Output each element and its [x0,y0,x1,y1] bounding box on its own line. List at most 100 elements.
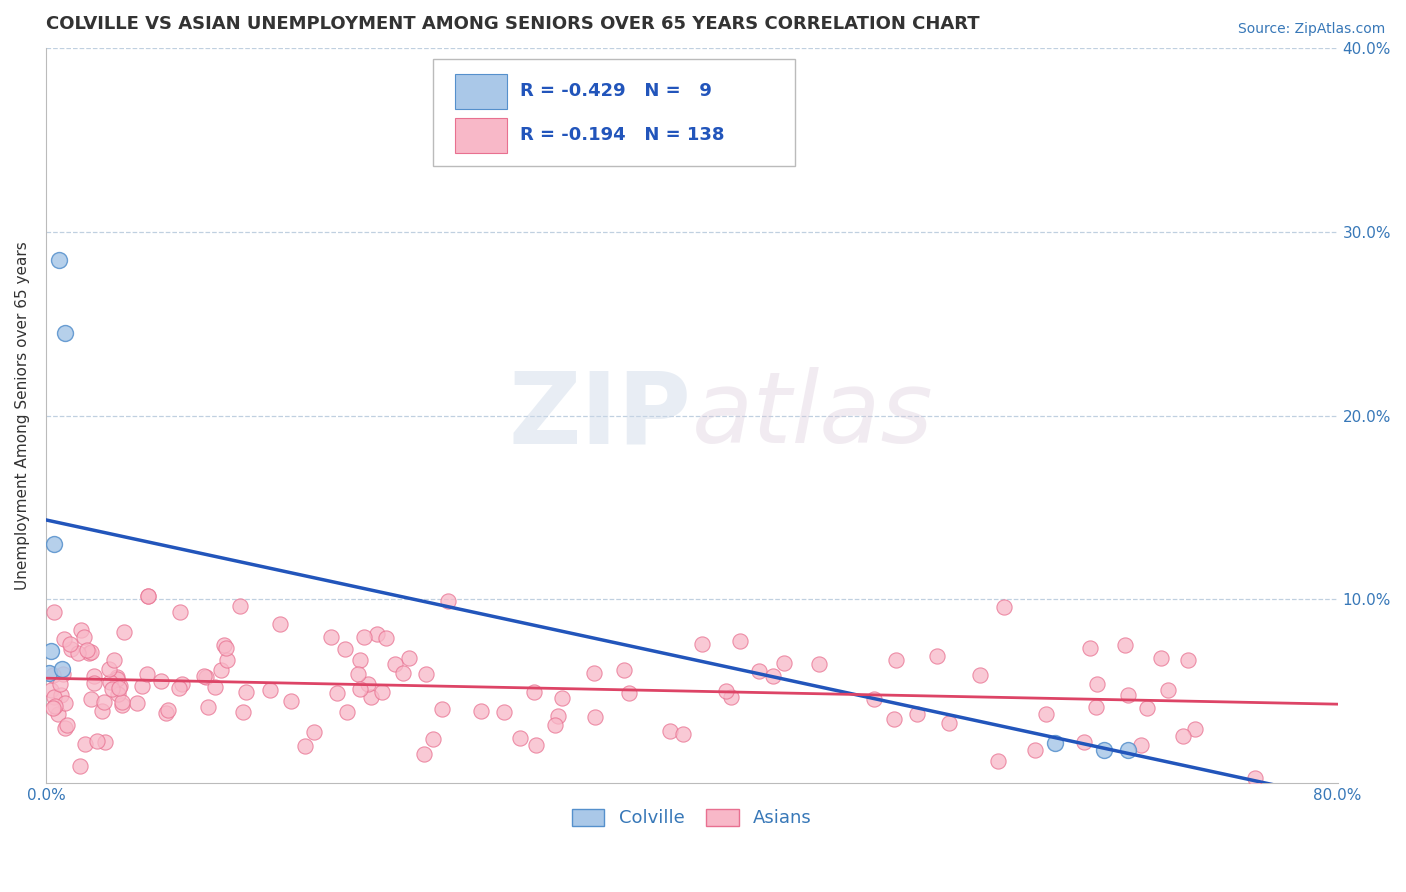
Point [52,667,75,681]
Point [349,681,371,696]
Point [1244,771,1267,785]
Bar [456,119,508,153]
Point [131,679,153,693]
Point [97,663,120,677]
Point [53,696,76,710]
Point [509,731,531,745]
Point [1136,701,1159,715]
Point [77,646,100,660]
Point [1043,736,1066,750]
Point [229,599,252,614]
Point [398,651,420,665]
Point [53,721,76,735]
Point [75,738,97,752]
Point [108,681,131,695]
Point [197,699,219,714]
Point [927,648,949,663]
Point [551,690,574,705]
Point [492,705,515,719]
Point [80,692,103,706]
Point [294,739,316,753]
Point [658,723,681,738]
Point [215,653,238,667]
Point [1171,729,1194,743]
Point [67,646,90,660]
Point [1035,707,1057,722]
Point [1184,722,1206,736]
Point [422,732,444,747]
Point [59,637,82,651]
Point [336,705,359,719]
Point [415,667,437,681]
Point [107,687,129,701]
Point [94,734,117,748]
Point [98,675,121,690]
Point [212,638,235,652]
Point [49,677,72,691]
Point [103,653,125,667]
Point [169,605,191,619]
Point [987,754,1010,768]
Text: R = -0.429   N =   9: R = -0.429 N = 9 [520,82,711,100]
Point [38,665,60,680]
Point [209,663,232,677]
Point [413,747,436,761]
Point [73,630,96,644]
Point [76,643,98,657]
Point [44,605,66,619]
Point [384,657,406,671]
Point [1073,735,1095,749]
Point [690,637,713,651]
Point [111,695,134,709]
Point [214,641,236,656]
Point [70,623,93,637]
Point [672,727,695,741]
Point [353,630,375,644]
Point [170,677,193,691]
Point [235,685,257,699]
Point [127,696,149,710]
Point [366,627,388,641]
Point [1150,650,1173,665]
Point [44,698,66,713]
Point [762,669,785,683]
Point [59,642,82,657]
Point [91,704,114,718]
Point [612,663,634,677]
Point [155,706,177,721]
Point [349,653,371,667]
Point [772,657,794,671]
Point [105,672,128,686]
Point [108,679,131,693]
Point [370,685,392,699]
Point [135,666,157,681]
Point [42,690,65,705]
Point [51,662,73,676]
Point [430,701,453,715]
Point [938,716,960,731]
Point [392,666,415,681]
Point [83,676,105,690]
Point [49,688,72,702]
Point [522,685,544,699]
Point [720,690,742,704]
Point [42,537,65,551]
Point [319,630,342,644]
Point [1130,738,1153,752]
Point [347,667,370,681]
Point [269,617,291,632]
Point [1177,653,1199,667]
Point [41,700,63,714]
Point [93,695,115,709]
Point [863,691,886,706]
Point [1078,641,1101,656]
Point [86,734,108,748]
Point [1116,743,1139,757]
Text: ZIP: ZIP [509,368,692,464]
Point [326,686,349,700]
Point [993,600,1015,615]
Point [1085,677,1108,691]
Point [56,717,79,731]
Point [360,690,382,704]
Point [280,694,302,708]
